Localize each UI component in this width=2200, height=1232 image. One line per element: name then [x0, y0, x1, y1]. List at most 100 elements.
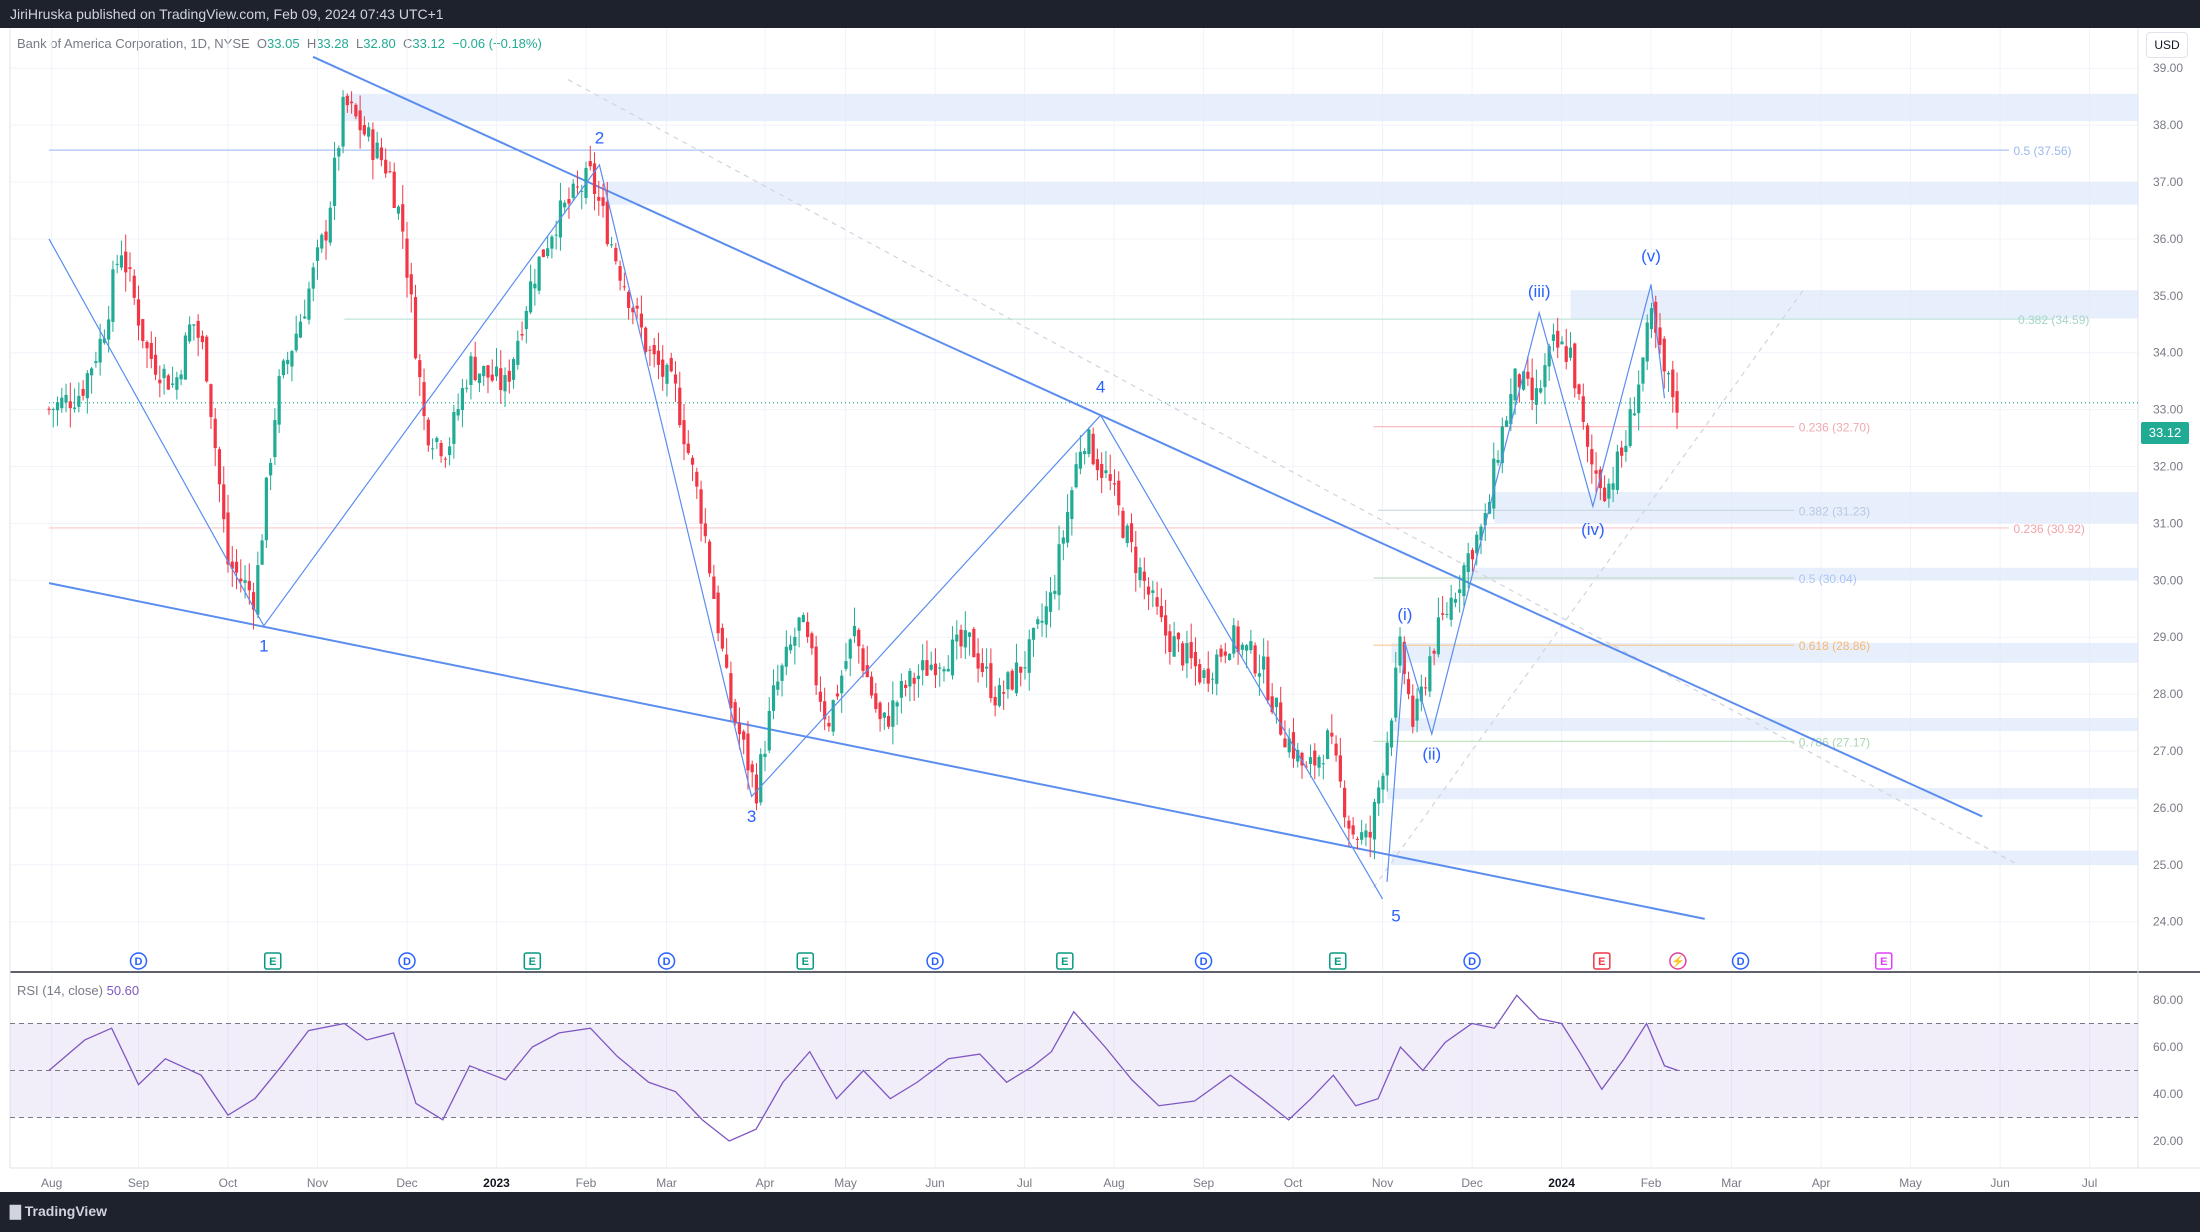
candle: [1287, 738, 1291, 753]
candle: [124, 251, 128, 273]
candle: [448, 446, 452, 456]
candle: [725, 654, 729, 668]
fib-level-label: 0.382 (34.59): [2018, 313, 2089, 327]
candle: [648, 349, 652, 351]
candle: [68, 401, 72, 409]
candle: [439, 442, 443, 457]
time-tick-label: 2023: [483, 1176, 510, 1190]
wave-label: (i): [1397, 605, 1412, 624]
candle: [857, 629, 861, 647]
currency-button[interactable]: USD: [2146, 32, 2188, 58]
footer-bar: ▇ TradingView: [0, 1192, 2200, 1232]
candle: [196, 320, 200, 338]
candle: [1091, 433, 1095, 465]
candle: [784, 646, 788, 667]
candle: [1466, 553, 1470, 573]
price-axis: 39.00 38.00 37.00 36.00 35.00 34.00 33.00 32.00…: [2153, 61, 2183, 929]
candle: [1002, 692, 1006, 694]
candle: [1061, 537, 1065, 544]
wedge-trend-lines: [48, 55, 1983, 920]
event-marker: [129, 952, 148, 970]
time-tick-label: Nov: [307, 1176, 328, 1190]
price-tick-label: 38.00: [2153, 118, 2183, 132]
candle: [1449, 597, 1453, 620]
candle: [993, 696, 997, 706]
time-tick-label: Mar: [656, 1176, 677, 1190]
candle: [1044, 606, 1048, 625]
candle: [976, 653, 980, 669]
candle: [1146, 586, 1151, 595]
time-tick-label: May: [1899, 1176, 1922, 1190]
event-marker-glyph: ⚡: [1671, 955, 1685, 968]
candle: [733, 702, 737, 723]
open-value: 33.05: [267, 36, 300, 51]
candle: [1556, 330, 1560, 348]
event-marker: [926, 952, 944, 970]
candle: [1027, 639, 1031, 673]
candle: [1671, 369, 1675, 398]
candle: [511, 359, 516, 380]
candle: [695, 471, 699, 487]
price-tick-label: 36.00: [2153, 232, 2183, 246]
candle: [1504, 420, 1509, 427]
time-tick-label: Oct: [219, 1176, 238, 1190]
candle: [1095, 459, 1100, 471]
candle: [840, 675, 844, 694]
candle: [102, 338, 107, 343]
candle: [771, 685, 776, 711]
candle: [1360, 832, 1364, 840]
tradingview-logo[interactable]: ▇ TradingView: [10, 1203, 107, 1220]
candle: [1436, 617, 1440, 655]
candle: [1074, 464, 1078, 488]
candle: [597, 196, 601, 201]
candle: [1121, 510, 1125, 538]
event-marker: [398, 952, 416, 970]
candle: [1590, 449, 1594, 465]
candle: [1602, 487, 1607, 502]
candle: [1014, 662, 1019, 694]
price-tick-label: 31.00: [2153, 516, 2183, 530]
candle: [264, 477, 268, 541]
dashed-projection-lines: [567, 79, 2019, 888]
rsi-pane: 80.00 60.00 40.00 20.00: [10, 993, 2183, 1148]
candle: [946, 668, 950, 672]
candle: [1078, 451, 1082, 469]
candle: [175, 377, 179, 390]
candle: [1564, 346, 1568, 362]
candle: [1364, 830, 1368, 838]
candle: [1458, 589, 1462, 594]
candle: [635, 305, 639, 309]
candle: [243, 580, 247, 583]
time-tick-label: Oct: [1284, 1176, 1303, 1190]
fib-zone: [1467, 567, 2138, 581]
candle: [546, 248, 550, 257]
candle: [413, 297, 418, 359]
fib-zones: [344, 93, 2139, 865]
candle: [1560, 341, 1564, 345]
candle: [1198, 664, 1202, 683]
candle: [656, 350, 661, 365]
candle: [1006, 672, 1010, 690]
candle: [916, 675, 921, 680]
candle: [1654, 301, 1658, 333]
candle: [1134, 546, 1138, 574]
wave-label: 5: [1391, 907, 1400, 926]
candle: [213, 418, 217, 449]
time-tick-label: Apr: [1812, 1176, 1831, 1190]
candle: [162, 368, 166, 379]
candle: [592, 163, 597, 195]
candle: [260, 540, 264, 565]
close-value: 33.12: [412, 36, 445, 51]
candle: [141, 319, 145, 342]
event-marker: [657, 952, 676, 970]
candles: [47, 90, 1679, 860]
candle: [85, 373, 89, 399]
event-marker-glyph: D: [931, 956, 939, 968]
candle: [516, 340, 520, 365]
candle: [315, 247, 320, 261]
candle: [1253, 645, 1257, 674]
candle: [499, 368, 503, 391]
candle: [861, 648, 865, 671]
candle: [251, 592, 256, 610]
